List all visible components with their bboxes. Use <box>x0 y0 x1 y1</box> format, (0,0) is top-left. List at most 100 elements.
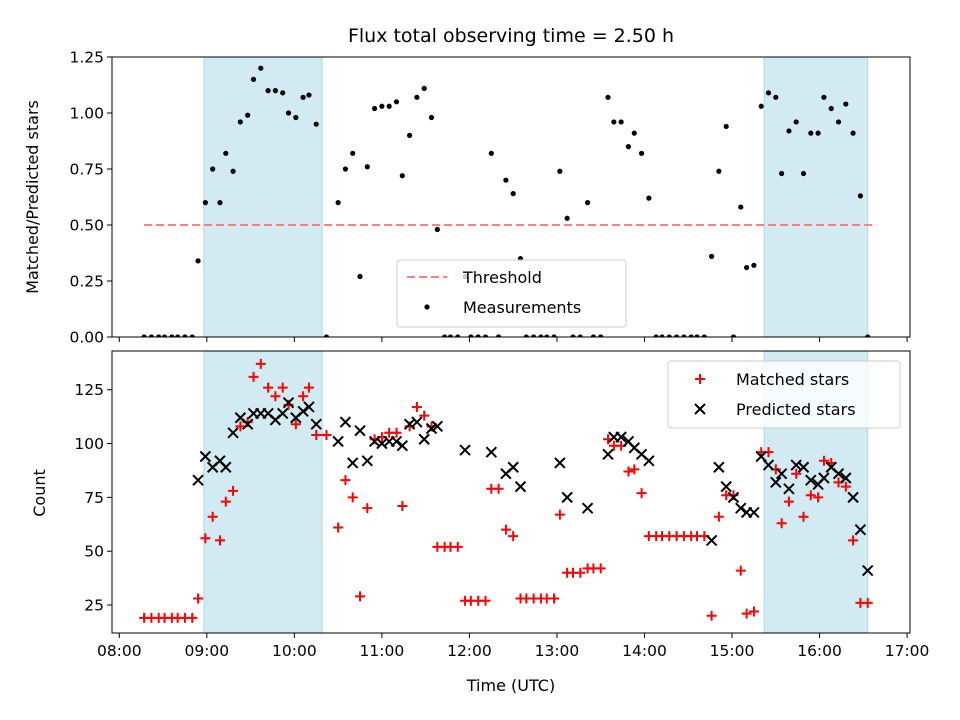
predicted-star-point <box>297 405 309 417</box>
predicted-star-point <box>554 457 566 469</box>
measurement-point <box>570 334 576 337</box>
measurement-point <box>313 121 319 127</box>
measurement-point <box>272 88 278 94</box>
matched-star-point <box>391 427 402 438</box>
matched-star-point <box>220 496 231 507</box>
legend-matched-swatch <box>695 374 705 384</box>
measurement-point <box>455 334 461 337</box>
matched-star-point <box>783 496 794 507</box>
predicted-star-point <box>459 444 471 456</box>
legend: Threshold Measurements <box>396 259 627 328</box>
matched-star-point <box>500 524 511 535</box>
matched-star-point <box>862 597 873 608</box>
y-tick-label: 0.00 <box>69 329 104 347</box>
measurement-point <box>758 103 764 109</box>
measurement-point <box>407 132 413 138</box>
measurement-point <box>638 150 645 156</box>
y-tick-label: 0.75 <box>69 161 104 179</box>
matched-star-point <box>813 492 824 503</box>
measurement-point <box>625 144 632 150</box>
measurement-point <box>285 110 292 116</box>
chart-title: Flux total observing time = 2.50 h <box>348 25 674 47</box>
top-y-axis-label: Matched/Predicted stars <box>23 100 42 294</box>
matched-star-point <box>840 481 851 492</box>
legend-matched-label: Matched stars <box>736 370 849 389</box>
matched-star-point <box>255 358 266 369</box>
matched-star-point <box>595 563 606 574</box>
predicted-star-point <box>720 480 732 493</box>
x-tick-label: 12:00 <box>447 642 492 660</box>
measurement-point <box>577 334 583 337</box>
matched-star-point <box>340 475 351 486</box>
measurement-point <box>808 130 814 136</box>
matched-star-point <box>791 468 802 479</box>
matched-star-point <box>214 535 225 546</box>
measurement-point <box>223 150 229 156</box>
predicted-star-point <box>602 448 614 461</box>
measurement-point <box>653 334 659 337</box>
measurement-point <box>335 200 341 206</box>
matched-star-point <box>549 593 560 604</box>
measurement-point <box>258 65 264 71</box>
measurement-point <box>551 334 557 337</box>
predicted-star-point <box>847 491 859 504</box>
measurement-point <box>414 94 420 100</box>
measurement-point <box>503 177 509 183</box>
measurement-point <box>673 334 680 337</box>
predicted-star-point <box>854 523 867 536</box>
measurement-point <box>694 334 700 337</box>
measurement-point <box>688 334 694 337</box>
predicted-star-point <box>241 418 254 430</box>
matched-star-point <box>355 591 366 602</box>
predicted-star-point <box>227 427 239 439</box>
measurement-point <box>195 258 201 264</box>
predicted-star-point <box>192 474 204 486</box>
y-tick-label: 0.25 <box>69 273 104 291</box>
measurement-point <box>701 334 707 337</box>
matched-star-point <box>362 503 373 514</box>
measurement-point <box>751 262 757 268</box>
matched-star-point <box>493 483 504 494</box>
measurement-point <box>202 200 208 206</box>
matched-star-point <box>270 391 281 402</box>
measurement-point <box>379 103 385 109</box>
measurement-point <box>230 168 236 174</box>
predicted-star-point <box>790 459 802 471</box>
measurement-point <box>666 334 672 337</box>
matched-star-point <box>741 608 752 619</box>
measurement-point <box>300 94 306 100</box>
x-tick-label: 14:00 <box>622 642 667 660</box>
predicted-star-point <box>303 401 315 413</box>
matched-star-point <box>347 492 358 503</box>
predicted-star-point <box>390 435 403 448</box>
predicted-star-point <box>561 491 573 504</box>
measurement-point <box>175 334 181 337</box>
x-tick-label: 16:00 <box>797 642 842 660</box>
matched-star-point <box>263 382 274 393</box>
predicted-star-point <box>748 506 760 519</box>
measurement-point <box>442 334 448 337</box>
measurement-point <box>364 164 370 170</box>
legend-predicted-label: Predicted stars <box>736 400 856 419</box>
predicted-star-point <box>805 474 817 486</box>
measurement-point <box>523 334 529 337</box>
measurement-point <box>538 334 544 337</box>
measurement-point <box>237 119 243 125</box>
y-tick-label: 50 <box>84 543 104 561</box>
predicted-star-point <box>418 433 430 445</box>
measurement-point <box>399 173 405 179</box>
matched-star-point <box>480 595 491 606</box>
legend-predicted-swatch <box>694 403 706 415</box>
measurement-point <box>865 334 871 337</box>
matched-star-point <box>187 612 198 623</box>
legend: Matched stars Predicted stars <box>667 360 901 429</box>
measurement-point <box>357 273 363 280</box>
predicted-star-point <box>376 437 388 450</box>
axes-frame <box>111 350 911 634</box>
x-axis-label: Time (UTC) <box>466 676 555 695</box>
matched-star-point <box>200 533 211 544</box>
measurement-point <box>843 101 849 107</box>
measurement-point <box>773 94 779 100</box>
matched-star-point <box>748 606 759 617</box>
